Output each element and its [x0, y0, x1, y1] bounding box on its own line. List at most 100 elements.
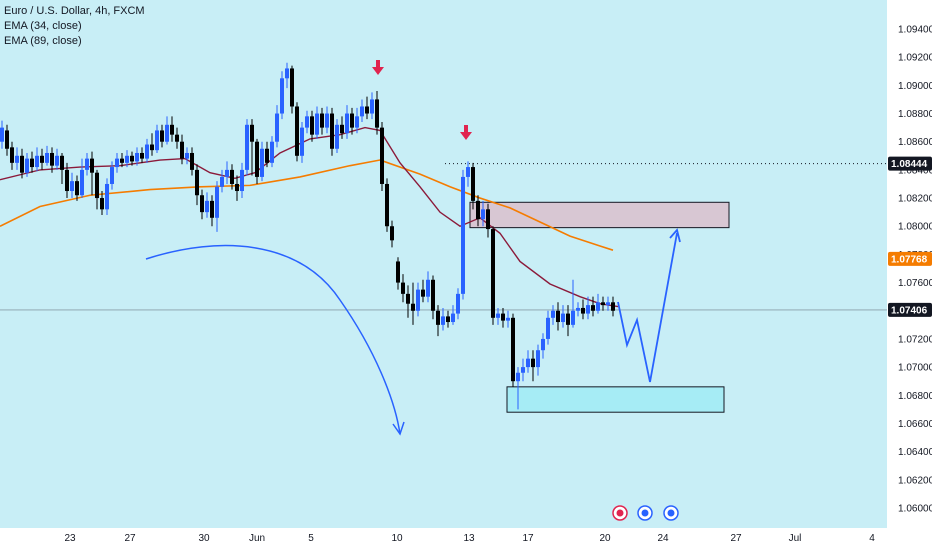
event-flag-icon-dot	[616, 509, 624, 517]
candle-body	[205, 200, 209, 213]
candle-body	[310, 116, 314, 135]
candle-body	[285, 68, 289, 79]
legend-ema-slow[interactable]: EMA (89, close)	[4, 35, 82, 47]
price-tag-label: 1.08444	[891, 159, 928, 170]
supply-zone	[469, 201, 730, 229]
candle-body	[340, 124, 344, 134]
candle-body	[531, 358, 535, 368]
legend-ema-fast[interactable]: EMA (34, close)	[4, 20, 82, 32]
candle-body	[396, 261, 400, 283]
candle-body	[546, 317, 550, 339]
price-tick-label: 1.08600	[898, 137, 932, 148]
candle-body	[476, 200, 480, 220]
candle-body	[40, 155, 44, 163]
candle-body	[5, 130, 9, 149]
candle-body	[335, 124, 339, 149]
candle-body	[245, 124, 249, 170]
candle-body	[601, 302, 605, 306]
ema-fast-line	[0, 126, 619, 308]
candle-body	[325, 113, 329, 128]
candle-body	[411, 303, 415, 311]
price-tick-label: 1.08800	[898, 109, 932, 120]
time-tick-label: 13	[463, 533, 475, 544]
event-flag-icon-dot	[641, 509, 649, 517]
candle-body	[556, 310, 560, 323]
candle-body	[15, 155, 19, 163]
down-arrow-icon-shaft	[376, 60, 380, 68]
candle-body	[220, 176, 224, 187]
candle-body	[255, 141, 259, 177]
candle-body	[320, 113, 324, 128]
price-tick-label: 1.06400	[898, 447, 932, 458]
time-tick-label: 5	[308, 533, 314, 544]
candle-body	[576, 307, 580, 311]
projection-path	[617, 232, 678, 383]
candle-body	[526, 358, 530, 368]
candle-body	[401, 282, 405, 294]
price-tick-label: 1.06600	[898, 419, 932, 430]
candle-body	[90, 158, 94, 173]
candle-body	[390, 226, 394, 241]
candle-body	[481, 209, 485, 220]
candle-body	[235, 183, 239, 192]
candle-body	[536, 350, 540, 368]
price-tick-label: 1.06800	[898, 391, 932, 402]
candle-body	[215, 186, 219, 218]
legend-symbol[interactable]: Euro / U.S. Dollar, 4h, FXCM	[4, 5, 145, 17]
candle-body	[225, 169, 229, 177]
demand-zone	[506, 386, 725, 413]
projection-curve-arrowhead	[392, 421, 405, 436]
candle-body	[406, 293, 410, 304]
candle-body	[571, 310, 575, 325]
candle-body	[140, 152, 144, 159]
projection-curve	[145, 244, 401, 435]
time-tick-label: 4	[869, 533, 875, 544]
candle-body	[385, 183, 389, 227]
candle-body	[365, 106, 369, 114]
price-tick-label: 1.09000	[898, 81, 932, 92]
candle-body	[10, 147, 14, 163]
candle-body	[30, 158, 34, 168]
candle-body	[416, 289, 420, 311]
candle-body	[105, 183, 109, 210]
time-axis-background	[0, 528, 887, 550]
candle-body	[180, 141, 184, 159]
price-tick-label: 1.07000	[898, 363, 932, 374]
candle-body	[521, 367, 525, 373]
price-tick-label: 1.06000	[898, 504, 932, 515]
candle-body	[20, 155, 24, 173]
time-tick-label: 30	[198, 533, 210, 544]
candle-body	[60, 155, 64, 170]
price-tag	[888, 156, 932, 171]
candle-body	[230, 169, 234, 184]
price-tag	[888, 251, 932, 266]
price-tick-label: 1.09400	[898, 25, 932, 36]
candle-body	[110, 167, 114, 184]
down-arrow-icon-shaft	[464, 125, 468, 133]
candle-body	[551, 310, 555, 318]
candle-body	[280, 78, 284, 114]
candle-body	[315, 113, 319, 135]
time-tick-label: 20	[599, 533, 611, 544]
candle-body	[456, 293, 460, 314]
candle-body	[160, 130, 164, 142]
down-arrow-icon-head	[372, 67, 384, 75]
candle-body	[466, 167, 470, 177]
candle-body	[330, 113, 334, 149]
time-tick-label: Jun	[249, 533, 265, 544]
candle-body	[380, 127, 384, 184]
candle-body	[426, 279, 430, 297]
candle-body	[581, 307, 585, 314]
time-tick-label: Jul	[789, 533, 802, 544]
candle-body	[441, 316, 445, 325]
candle-body	[506, 317, 510, 321]
candle-body	[275, 113, 279, 142]
candle-body	[25, 158, 29, 173]
candle-body	[150, 144, 154, 151]
candle-body	[300, 127, 304, 156]
candle-body	[566, 313, 570, 325]
candle-body	[120, 158, 124, 163]
candle-body	[561, 313, 565, 323]
